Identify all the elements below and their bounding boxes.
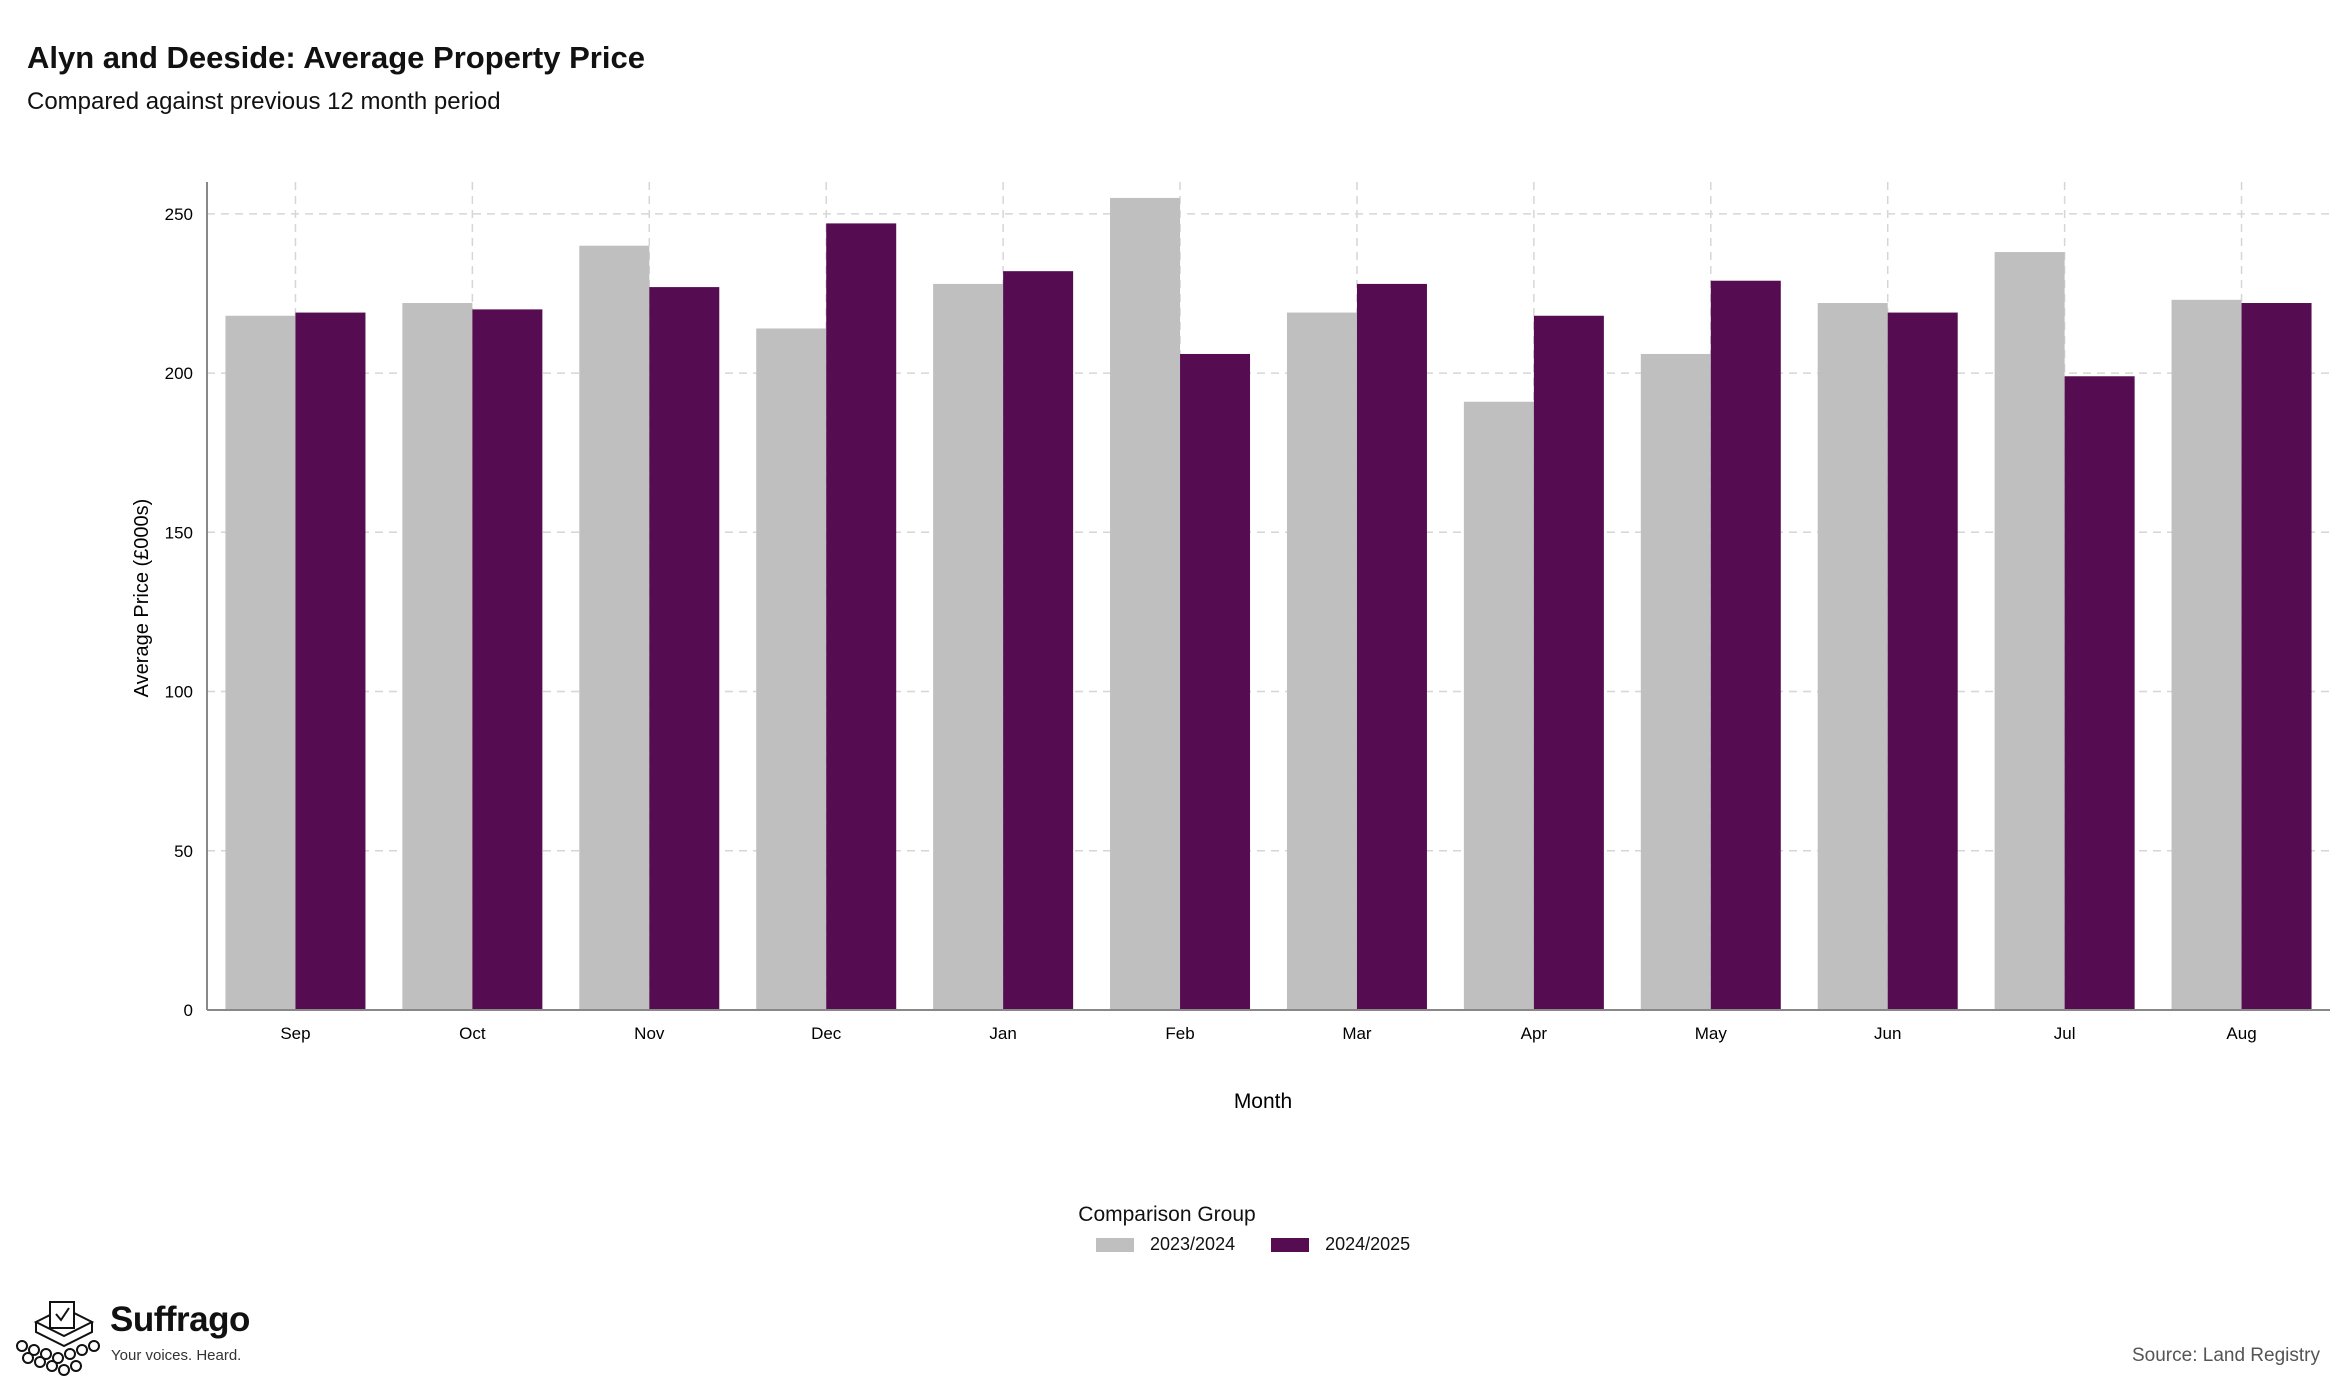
bar-2024-2025-nov [649,287,720,1011]
bar-2023-2024-nov [579,245,650,1010]
x-tick-label: Mar [1342,1024,1372,1043]
bar-2023-2024-mar [1286,312,1357,1011]
bar-2023-2024-dec [756,328,827,1010]
brand-tagline: Your voices. Heard. [111,1347,242,1364]
bar-2024-2025-may [1710,280,1781,1010]
bar-2024-2025-jun [1887,312,1958,1011]
bar-2023-2024-aug [2171,299,2242,1010]
y-tick-label: 200 [165,364,193,383]
bar-2024-2025-dec [826,223,897,1010]
bar-2024-2025-aug [2241,303,2312,1010]
x-tick-label: Sep [280,1024,310,1043]
bar-2024-2025-jul [2064,376,2135,1010]
axes: 0 50 100 150 200 250 Sep Oct Nov Dec Jan Feb Mar Apr M… [165,182,2330,1043]
legend-label: 2023/2024 [1150,1234,1236,1254]
bar-2024-2025-oct [472,309,543,1010]
x-tick-label: Aug [2226,1024,2256,1043]
x-tick-label: Jul [2054,1024,2076,1043]
x-tick-label: Nov [634,1024,665,1043]
x-tick-label: Feb [1165,1024,1194,1043]
bar-2023-2024-sep [225,315,296,1010]
y-tick-label: 100 [165,683,193,702]
bar-2023-2024-feb [1110,197,1181,1010]
bar-2024-2025-sep [295,312,366,1011]
chart-title: Alyn and Deeside: Average Property Price [27,40,645,75]
x-tick-label: Jun [1874,1024,1901,1043]
bar-2023-2024-apr [1463,401,1534,1010]
x-tick-label: Dec [811,1024,842,1043]
bar-2023-2024-may [1640,353,1711,1010]
bar-2023-2024-jan [933,283,1004,1010]
bar-2024-2025-jan [1003,271,1074,1011]
bar-2024-2025-apr [1533,315,1604,1010]
y-tick-label: 0 [184,1001,193,1020]
source-note: Source: Land Registry [2132,1345,2320,1366]
bar-2023-2024-jul [1994,252,2065,1011]
ballot-box-logo-icon [16,1301,100,1376]
x-tick-label: Jan [989,1024,1016,1043]
bars [225,197,2312,1011]
legend-title: Comparison Group [1078,1203,1256,1226]
y-tick-label: 150 [165,523,193,542]
bar-2024-2025-feb [1180,353,1251,1010]
y-tick-label: 50 [174,842,193,861]
legend-label: 2024/2025 [1325,1234,1411,1254]
legend: 2023/2024 2024/2025 [1096,1234,1446,1255]
x-tick-label: May [1695,1024,1728,1043]
chart-subtitle: Compared against previous 12 month perio… [27,88,501,115]
legend-item-2024-2025: 2024/2025 [1271,1234,1410,1255]
y-tick-label: 250 [165,205,193,224]
x-tick-label: Apr [1521,1024,1548,1043]
legend-swatch [1271,1237,1310,1252]
brand-name: Suffrago [110,1300,250,1339]
x-axis-label: Month [1234,1090,1292,1113]
x-tick-label: Oct [459,1024,486,1043]
bar-2023-2024-oct [402,303,473,1010]
y-axis-label: Average Price (£000s) [131,499,153,698]
legend-swatch [1096,1237,1134,1252]
legend-item-2023-2024: 2023/2024 [1096,1234,1235,1255]
bar-2023-2024-jun [1817,303,1888,1010]
bar-2024-2025-mar [1356,283,1427,1010]
